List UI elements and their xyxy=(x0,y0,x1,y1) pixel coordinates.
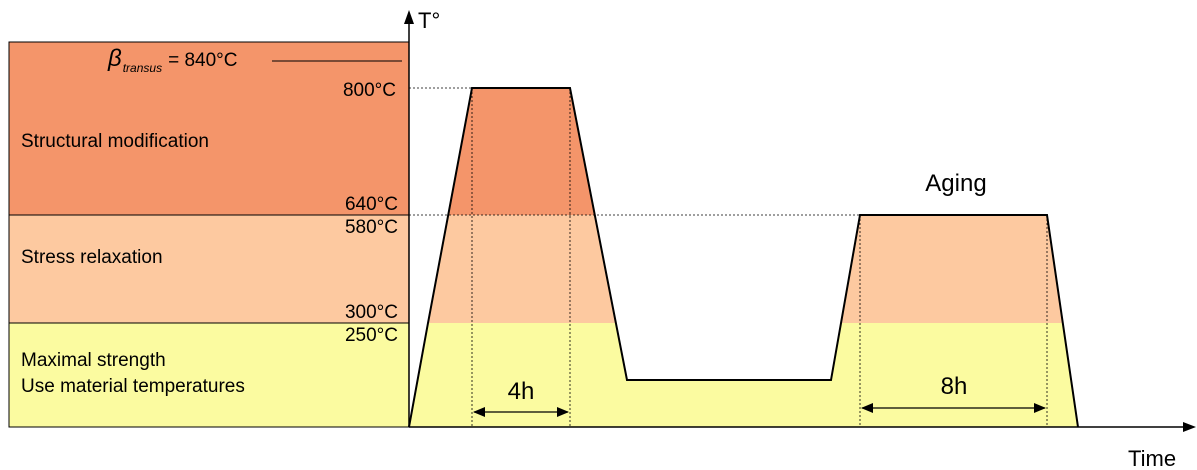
profile-band-mid xyxy=(409,215,1078,323)
temp-label-250: 250°C xyxy=(345,325,398,346)
x-axis-title: Time xyxy=(1128,446,1176,470)
y-axis-arrow xyxy=(404,10,414,24)
temp-label-580: 580°C xyxy=(345,217,398,238)
hold-label-4h: 4h xyxy=(508,378,535,405)
temperature-profile xyxy=(408,87,1079,428)
x-axis-arrow xyxy=(1183,422,1196,432)
y-axis-title: T° xyxy=(418,8,440,33)
temp-label-640: 640°C xyxy=(345,194,398,215)
zone-label-strength-1: Maximal strength xyxy=(21,350,166,371)
profile-band-high xyxy=(409,88,1078,215)
beta-symbol: β xyxy=(107,45,122,72)
beta-value: = 840°C xyxy=(168,50,237,71)
beta-subscript: transus xyxy=(123,61,162,75)
zone-structural-modification xyxy=(8,41,410,216)
profile-fill xyxy=(409,88,1078,427)
aging-label: Aging xyxy=(925,170,986,197)
hold-arrow-4h xyxy=(473,407,569,417)
beta-transus-label: βtransus = 840°C xyxy=(107,45,237,75)
temp-label-800: 800°C xyxy=(343,80,396,101)
zone-maximal-strength xyxy=(8,322,410,428)
zone-label-structural: Structural modification xyxy=(21,131,209,152)
hold-arrow-8h xyxy=(861,403,1046,413)
zone-label-strength-2: Use material temperatures xyxy=(21,376,245,397)
zone-label-stress: Stress relaxation xyxy=(21,247,163,268)
temp-label-300: 300°C xyxy=(345,302,398,323)
hold-label-8h: 8h xyxy=(941,373,968,400)
zone-stress-relaxation xyxy=(8,214,410,324)
